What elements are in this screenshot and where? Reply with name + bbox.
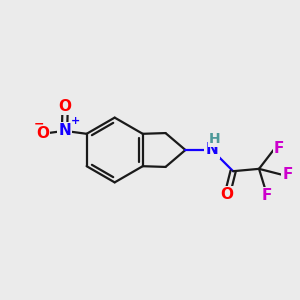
Text: O: O — [221, 187, 234, 202]
Text: F: F — [274, 141, 284, 156]
Text: O: O — [58, 99, 72, 114]
Text: −: − — [34, 118, 44, 131]
Text: O: O — [36, 126, 49, 141]
Text: F: F — [283, 167, 293, 182]
Text: N: N — [58, 123, 71, 138]
Text: F: F — [262, 188, 272, 203]
Text: +: + — [70, 116, 80, 126]
Text: H: H — [208, 132, 220, 146]
Text: N: N — [206, 142, 218, 158]
